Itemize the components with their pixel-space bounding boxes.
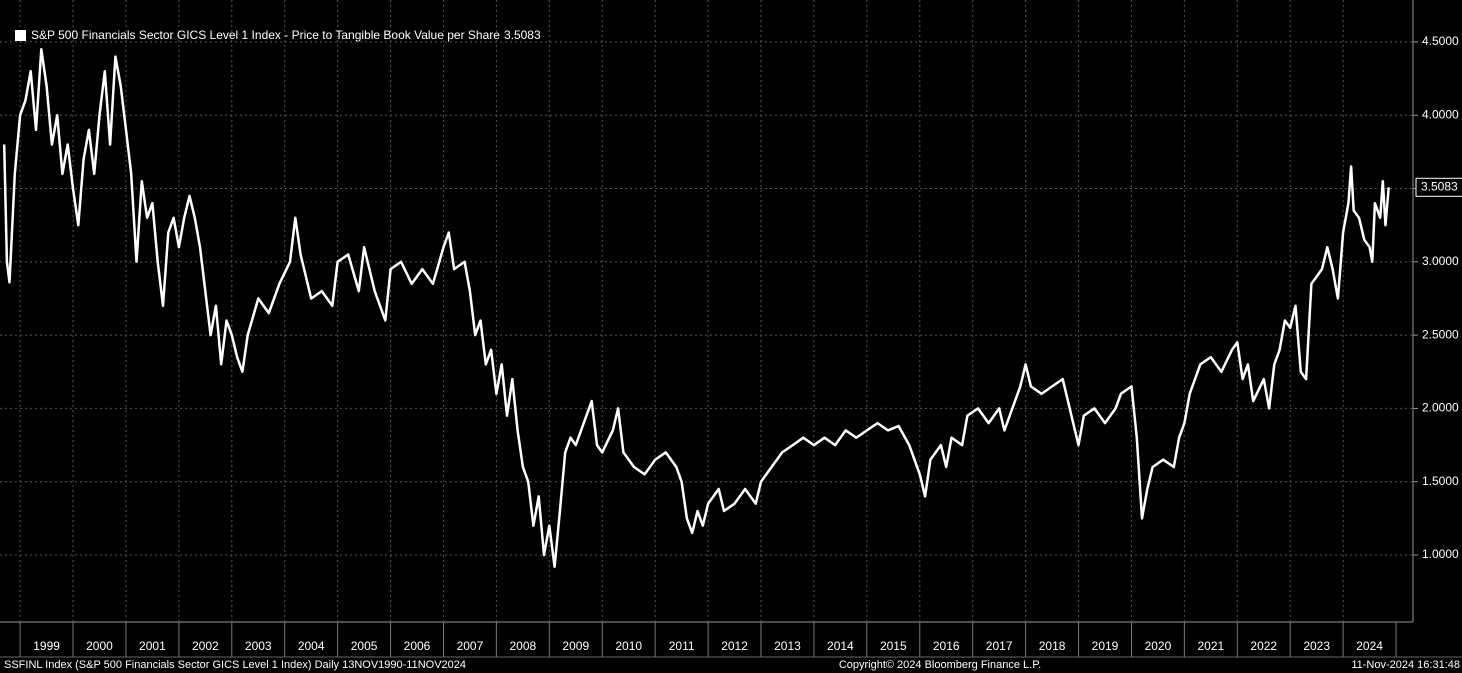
x-tick-label: 2017: [986, 639, 1013, 653]
x-tick-label: 2005: [351, 639, 378, 653]
last-value-label: 3.5083: [1421, 179, 1458, 193]
x-tick-label: 2018: [1039, 639, 1066, 653]
x-tick-label: 2011: [669, 639, 695, 653]
x-tick-label: 2013: [774, 639, 801, 653]
y-tick-label: 1.5000: [1422, 474, 1459, 488]
legend-swatch: [15, 30, 26, 41]
x-tick-label: 2003: [245, 639, 272, 653]
y-tick-label: 3.0000: [1422, 254, 1459, 268]
x-tick-label: 1999: [33, 639, 60, 653]
x-tick-label: 2021: [1197, 639, 1224, 653]
x-tick-label: 2019: [1092, 639, 1119, 653]
x-tick-label: 2015: [880, 639, 907, 653]
x-tick-label: 2007: [457, 639, 484, 653]
y-tick-label: 4.0000: [1422, 107, 1459, 121]
x-tick-label: 2004: [298, 639, 325, 653]
x-tick-label: 2020: [1145, 639, 1172, 653]
legend-label: S&P 500 Financials Sector GICS Level 1 I…: [31, 28, 500, 42]
footer-right: 11-Nov-2024 16:31:48: [1351, 659, 1460, 671]
y-tick-label: 4.5000: [1422, 34, 1459, 48]
y-tick-label: 2.0000: [1422, 401, 1459, 415]
x-tick-label: 2022: [1250, 639, 1277, 653]
x-tick-label: 2024: [1356, 639, 1383, 653]
x-tick-label: 2010: [615, 639, 642, 653]
x-tick-label: 2006: [404, 639, 431, 653]
x-tick-label: 2023: [1303, 639, 1330, 653]
x-tick-label: 2001: [139, 639, 166, 653]
x-tick-label: 2008: [510, 639, 537, 653]
last-value-tag: [1415, 177, 1462, 197]
x-tick-label: 2012: [721, 639, 748, 653]
y-tick-label: 1.0000: [1422, 547, 1459, 561]
legend-value: 3.5083: [504, 28, 541, 42]
line: [2, 48, 1390, 568]
x-tick-label: 2002: [192, 639, 219, 653]
x-tick-label: 2014: [827, 639, 854, 653]
x-tick-label: 2000: [86, 639, 113, 653]
footer-left: SSFINL Index (S&P 500 Financials Sector …: [4, 659, 466, 671]
x-tick-label: 2009: [562, 639, 589, 653]
footer-center: Copyright© 2024 Bloomberg Finance L.P.: [839, 659, 1041, 671]
y-tick-label: 2.5000: [1422, 327, 1459, 341]
x-tick-label: 2016: [933, 639, 960, 653]
